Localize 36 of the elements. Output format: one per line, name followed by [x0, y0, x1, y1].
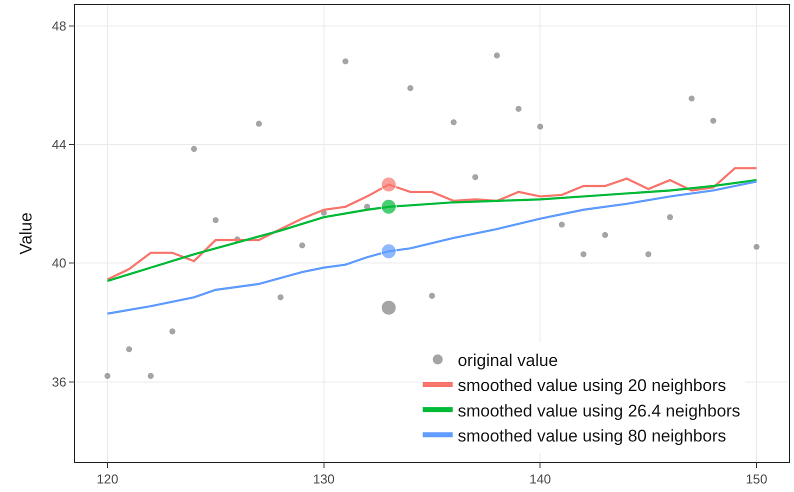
point	[471, 173, 480, 182]
point	[406, 84, 414, 92]
point	[254, 120, 263, 128]
point	[536, 122, 544, 131]
point	[450, 118, 458, 126]
point	[709, 116, 718, 125]
point	[644, 250, 652, 258]
point	[125, 345, 134, 354]
point	[298, 241, 306, 250]
point	[492, 51, 501, 60]
x-tick-label: 150	[746, 472, 768, 487]
y-tick-label: 44	[52, 137, 66, 152]
point	[380, 198, 397, 215]
point	[380, 243, 397, 260]
point	[514, 104, 523, 113]
point	[168, 327, 176, 336]
point	[212, 216, 220, 224]
x-tick-label: 130	[312, 472, 335, 487]
point	[341, 57, 350, 66]
point	[558, 220, 566, 229]
legend-label: smoothed value using 80 neighbors	[458, 426, 726, 446]
y-axis-title: Value	[16, 212, 36, 255]
point	[276, 293, 285, 302]
legend-label: smoothed value using 20 neighbors	[458, 376, 726, 396]
legend-label: smoothed value using 26.4 neighbors	[458, 401, 740, 420]
y-tick-label: 36	[52, 374, 66, 390]
x-tick-label: 120	[96, 472, 118, 487]
point	[380, 176, 397, 193]
x-tick-label: 140	[529, 472, 552, 487]
point	[752, 242, 761, 251]
legend-label: original value	[458, 351, 558, 370]
point	[146, 372, 155, 380]
y-tick-label: 48	[52, 18, 66, 34]
point	[579, 250, 588, 258]
line-series	[106, 180, 758, 315]
y-tick-label: 40	[52, 256, 66, 271]
